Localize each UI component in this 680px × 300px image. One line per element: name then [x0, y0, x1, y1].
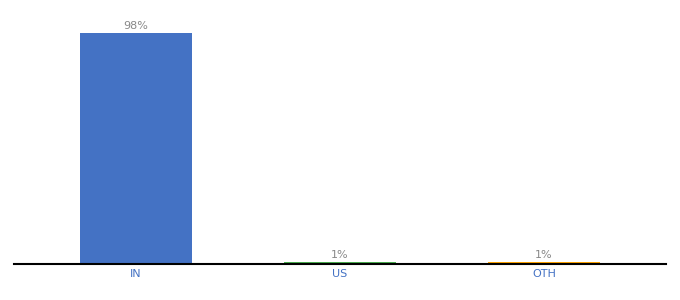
- Text: 98%: 98%: [124, 21, 148, 32]
- Bar: [488, 262, 600, 264]
- Text: 1%: 1%: [331, 250, 349, 260]
- Text: 1%: 1%: [535, 250, 553, 260]
- Bar: [80, 33, 192, 264]
- Bar: [284, 262, 396, 264]
